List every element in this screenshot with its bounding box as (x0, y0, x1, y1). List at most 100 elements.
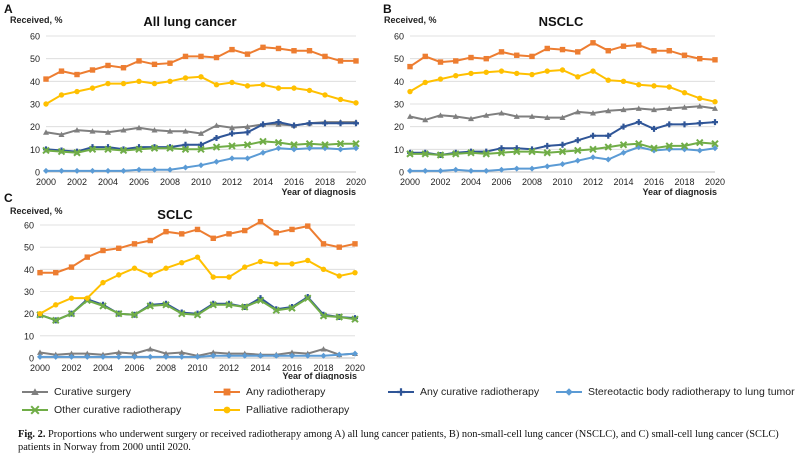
data-point (681, 121, 688, 128)
data-point (483, 69, 489, 75)
panel-letter: B (383, 2, 392, 16)
data-point (697, 95, 703, 102)
legend-item-palliative-radiotherapy: Palliative radiotherapy (214, 404, 349, 416)
data-point (105, 167, 111, 174)
y-tick-label: 0 (399, 168, 404, 178)
data-point (320, 266, 327, 273)
data-point (241, 352, 248, 359)
data-point (68, 264, 75, 270)
data-point (74, 88, 80, 95)
panel-letter: C (4, 191, 13, 205)
data-point (213, 122, 220, 128)
data-point (147, 353, 154, 360)
data-point (273, 230, 279, 236)
data-point (229, 79, 235, 86)
data-point (57, 147, 66, 156)
data-point (84, 350, 91, 356)
data-point (229, 155, 235, 162)
data-point (590, 132, 596, 139)
data-point (289, 261, 295, 267)
data-point (130, 311, 139, 319)
x-tick-label: 2014 (253, 177, 273, 187)
x-tick-label: 2018 (315, 177, 335, 187)
series-palliative-rt (407, 67, 718, 105)
data-point (244, 51, 251, 57)
data-point (559, 46, 566, 53)
data-point (666, 48, 672, 54)
chart-title: All lung cancer (143, 14, 236, 29)
data-point (198, 141, 204, 148)
data-point (198, 130, 204, 136)
data-point (681, 52, 688, 58)
data-point (166, 144, 174, 152)
data-point (635, 105, 642, 111)
data-point (696, 138, 704, 147)
y-tick-label: 60 (394, 32, 404, 42)
data-point (336, 244, 342, 250)
data-point (514, 70, 520, 77)
data-point (228, 142, 236, 150)
legend-label: Palliative radiotherapy (246, 404, 350, 416)
data-point (619, 141, 628, 149)
data-point (529, 71, 535, 78)
data-point (407, 88, 413, 95)
data-point (209, 301, 217, 309)
data-point (422, 79, 428, 86)
data-point (306, 87, 313, 94)
series-sbrt (37, 350, 358, 360)
data-point (696, 103, 703, 109)
data-point (337, 120, 344, 127)
data-point (167, 60, 173, 66)
series-curative-surgery (43, 119, 359, 137)
data-point (116, 245, 122, 251)
data-point (182, 53, 189, 60)
y-tick-label: 50 (24, 243, 34, 253)
data-point (397, 388, 405, 396)
data-point (242, 264, 248, 270)
data-point (43, 167, 49, 174)
x-tick-label: 2020 (345, 363, 365, 373)
data-point (198, 53, 204, 60)
data-point (198, 162, 204, 169)
data-point (131, 350, 138, 356)
data-point (105, 129, 111, 135)
data-point (257, 352, 264, 359)
data-point (272, 306, 280, 315)
x-tick-label: 2008 (160, 177, 180, 187)
data-point (666, 105, 673, 111)
data-point (605, 77, 611, 83)
data-point (194, 353, 201, 360)
data-point (513, 147, 521, 156)
x-tick-label: 2002 (430, 177, 450, 187)
legend-label: Stereotactic body radiotherapy to lung t… (588, 386, 795, 398)
legend-marker-cross-icon (30, 405, 40, 415)
data-point (120, 127, 127, 133)
data-point (712, 57, 718, 63)
data-point (353, 145, 359, 152)
data-point (178, 353, 185, 360)
x-tick-label: 2008 (522, 177, 542, 187)
data-point (146, 302, 154, 310)
data-point (590, 68, 596, 74)
data-point (467, 149, 475, 157)
data-point (58, 68, 65, 74)
data-point (88, 145, 97, 154)
data-point (197, 145, 205, 154)
data-point (589, 145, 597, 154)
data-point (213, 54, 220, 61)
data-point (260, 44, 266, 51)
data-point (712, 105, 718, 111)
data-point (100, 247, 106, 254)
series-other-curative-rt (406, 138, 719, 159)
y-tick-label: 30 (394, 100, 404, 110)
x-tick-label: 2004 (98, 177, 118, 187)
data-point (483, 167, 490, 174)
data-point (697, 55, 703, 62)
x-tick-label: 2018 (313, 363, 333, 373)
x-tick-label: 2012 (219, 363, 239, 373)
x-tick-label: 2002 (61, 363, 81, 373)
y-tick-label: 0 (29, 354, 34, 364)
data-point (320, 346, 327, 352)
series-any-radiotherapy (37, 218, 358, 276)
